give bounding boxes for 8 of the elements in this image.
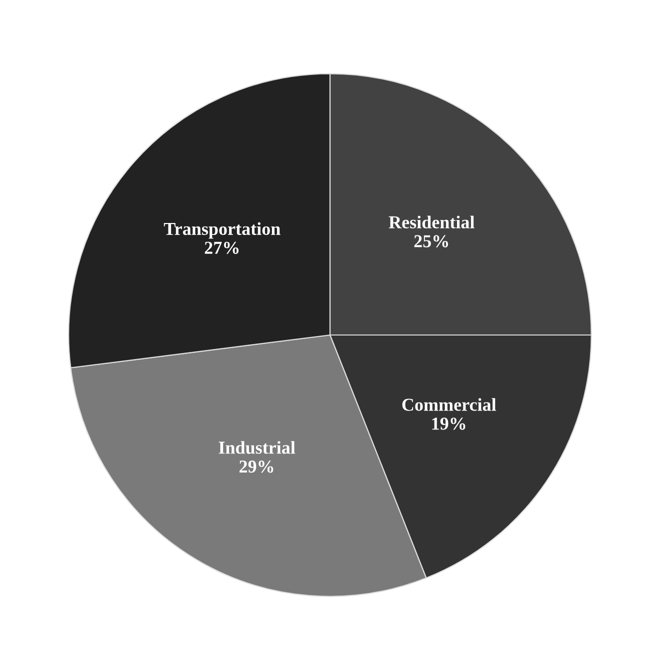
data-label: 29% <box>240 460 274 473</box>
data-label: 19% <box>432 418 466 430</box>
data-label: 25% <box>414 235 448 248</box>
slice-label: Residential <box>388 216 474 228</box>
slice-label: Transportation <box>164 222 280 239</box>
data-label: 27% <box>204 242 239 254</box>
slice-label: Commercial <box>402 398 496 411</box>
slice-label: Industrial <box>218 441 296 454</box>
